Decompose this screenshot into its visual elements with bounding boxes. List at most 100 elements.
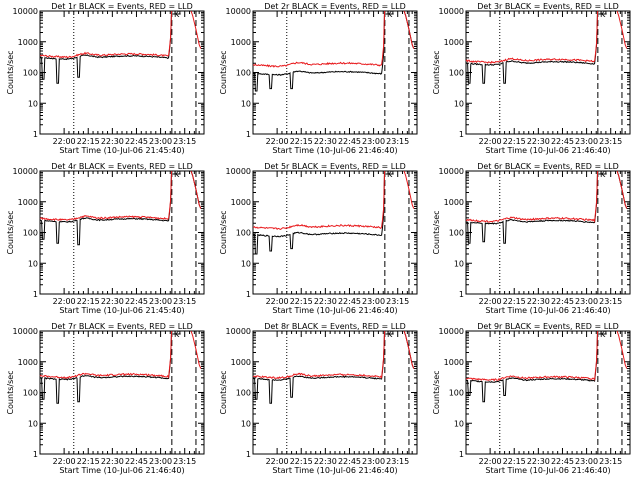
- series-tail-lld: [190, 170, 202, 209]
- x-tick-label: 22:15: [290, 137, 313, 146]
- y-tick-label: 10000: [439, 327, 464, 336]
- x-tick-label: 22:45: [125, 297, 148, 306]
- x-tick-label: 22:15: [290, 457, 313, 466]
- plot-frame: [39, 330, 205, 455]
- plot-frame: [39, 10, 205, 135]
- x-axis-label: Start Time (10-Jul-06 21:46:40): [272, 146, 397, 155]
- y-axis-label: Counts/sec: [219, 370, 228, 414]
- y-tick-label: 10: [241, 419, 251, 428]
- x-axis-label: Start Time (10-Jul-06 21:46:40): [59, 466, 184, 475]
- x-axis-label: Start Time (10-Jul-06 21:46:40): [272, 306, 397, 315]
- y-axis-label: Counts/sec: [432, 210, 441, 254]
- x-tick-label: 23:00: [362, 297, 385, 306]
- series-line-events: [465, 170, 599, 244]
- chart-title: Det 1r BLACK = Events, RED = LLD: [51, 2, 193, 11]
- x-axis-label: Start Time (10-Jul-06 21:46:40): [485, 306, 610, 315]
- detector-panel-6: Det 6r BLACK = Events, RED = LLD 1 10 100 10…: [426, 160, 639, 320]
- x-tick-label: 22:45: [125, 457, 148, 466]
- y-tick-label: 100: [449, 389, 464, 398]
- panel-svg: Det 3r BLACK = Events, RED = LLD 1 10 100 10…: [432, 2, 631, 155]
- y-tick-label: 1000: [18, 358, 38, 367]
- x-tick-label: 22:45: [551, 297, 574, 306]
- y-tick-label: 10000: [13, 167, 38, 176]
- x-tick-label: 22:00: [53, 297, 76, 306]
- y-tick-label: 10: [454, 419, 464, 428]
- y-axis-label: Counts/sec: [432, 370, 441, 414]
- x-tick-label: 22:00: [266, 137, 289, 146]
- series-line-events: [252, 170, 386, 255]
- x-tick-label: 23:00: [149, 297, 172, 306]
- panel-svg: Det 9r BLACK = Events, RED = LLD 1 10 100 10…: [432, 322, 631, 475]
- marker-label: K: [600, 10, 606, 19]
- series-line-events: [465, 10, 599, 84]
- chart-title: Det 4r BLACK = Events, RED = LLD: [51, 162, 193, 171]
- series-line-events: [40, 330, 173, 404]
- chart-title: Det 7r BLACK = Events, RED = LLD: [51, 322, 193, 331]
- y-tick-label: 1000: [444, 198, 464, 207]
- x-tick-label: 22:45: [551, 137, 574, 146]
- series-line-events: [252, 10, 386, 92]
- series-tail-lld: [616, 170, 628, 209]
- y-axis-label: Counts/sec: [219, 50, 228, 94]
- y-tick-label: 1: [246, 130, 251, 139]
- panel-svg: Det 5r BLACK = Events, RED = LLD 1 10 100 10…: [219, 162, 418, 315]
- x-tick-label: 22:30: [527, 457, 550, 466]
- y-tick-label: 10000: [226, 7, 251, 16]
- x-tick-label: 23:00: [362, 457, 385, 466]
- y-tick-label: 100: [23, 69, 38, 78]
- plot-frame: [252, 330, 418, 455]
- x-axis-label: Start Time (10-Jul-06 21:46:40): [485, 146, 610, 155]
- marker-label: K: [600, 170, 606, 179]
- x-tick-label: 22:45: [338, 137, 361, 146]
- panel-svg: Det 8r BLACK = Events, RED = LLD 1 10 100 10…: [219, 322, 418, 475]
- chart-title: Det 8r BLACK = Events, RED = LLD: [264, 322, 406, 331]
- x-tick-label: 23:15: [599, 457, 622, 466]
- y-tick-label: 100: [236, 69, 251, 78]
- detector-panel-4: Det 4r BLACK = Events, RED = LLD 1 10 100 10…: [0, 160, 213, 320]
- detector-panel-1: Det 1r BLACK = Events, RED = LLD 1 10 100 10…: [0, 0, 213, 160]
- x-tick-label: 22:15: [77, 137, 100, 146]
- y-tick-label: 10: [241, 259, 251, 268]
- x-tick-label: 22:30: [314, 137, 337, 146]
- series-tail-lld: [190, 330, 202, 369]
- y-axis-label: Counts/sec: [6, 50, 15, 94]
- y-axis-label: Counts/sec: [432, 50, 441, 94]
- panel-svg: Det 2r BLACK = Events, RED = LLD 1 10 100 10…: [219, 2, 418, 155]
- panel-svg: Det 1r BLACK = Events, RED = LLD 1 10 100 10…: [6, 2, 205, 155]
- y-tick-label: 1000: [444, 38, 464, 47]
- x-tick-label: 23:15: [173, 297, 196, 306]
- detector-panel-3: Det 3r BLACK = Events, RED = LLD 1 10 100 10…: [426, 0, 639, 160]
- y-tick-label: 1: [246, 290, 251, 299]
- chart-title: Det 2r BLACK = Events, RED = LLD: [264, 2, 406, 11]
- y-tick-label: 10: [454, 259, 464, 268]
- marker-label: K: [387, 330, 393, 339]
- panel-svg: Det 7r BLACK = Events, RED = LLD 1 10 100 10…: [6, 322, 205, 475]
- series-line-lld: [39, 330, 173, 379]
- plot-frame: [465, 330, 631, 455]
- series-line-lld: [39, 10, 173, 59]
- x-tick-label: 23:00: [362, 137, 385, 146]
- chart-title: Det 6r BLACK = Events, RED = LLD: [477, 162, 619, 171]
- x-tick-label: 23:15: [386, 137, 409, 146]
- x-axis-label: Start Time (10-Jul-06 21:45:40): [59, 146, 184, 155]
- plot-frame: [465, 170, 631, 295]
- series-line-lld: [465, 170, 599, 224]
- x-tick-label: 22:45: [125, 137, 148, 146]
- y-tick-label: 1: [246, 450, 251, 459]
- series-tail-lld: [403, 170, 415, 209]
- detector-panel-2: Det 2r BLACK = Events, RED = LLD 1 10 100 10…: [213, 0, 426, 160]
- series-tail-lld: [190, 10, 202, 49]
- y-tick-label: 1000: [444, 358, 464, 367]
- x-tick-label: 22:15: [503, 137, 526, 146]
- y-tick-label: 10: [28, 99, 38, 108]
- panel-svg: Det 4r BLACK = Events, RED = LLD 1 10 100 10…: [6, 162, 205, 315]
- x-tick-label: 22:30: [101, 137, 124, 146]
- x-tick-label: 22:30: [314, 457, 337, 466]
- x-tick-label: 23:00: [575, 457, 598, 466]
- x-tick-label: 23:15: [386, 457, 409, 466]
- chart-title: Det 9r BLACK = Events, RED = LLD: [477, 322, 619, 331]
- x-tick-label: 22:00: [53, 457, 76, 466]
- y-tick-label: 10: [454, 99, 464, 108]
- detector-panel-8: Det 8r BLACK = Events, RED = LLD 1 10 100 10…: [213, 320, 426, 480]
